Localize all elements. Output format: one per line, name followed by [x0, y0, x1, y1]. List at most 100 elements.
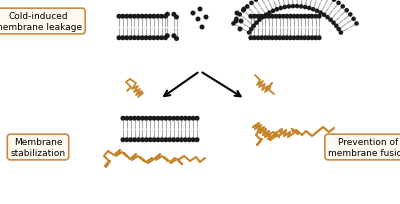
Circle shape — [292, 36, 296, 41]
Circle shape — [259, 15, 264, 20]
Circle shape — [281, 15, 286, 20]
Circle shape — [187, 116, 192, 121]
Circle shape — [163, 15, 168, 20]
Circle shape — [155, 36, 160, 41]
Circle shape — [171, 116, 176, 121]
Circle shape — [310, 15, 314, 20]
Circle shape — [277, 36, 282, 41]
Circle shape — [259, 36, 264, 41]
Circle shape — [163, 137, 168, 143]
Circle shape — [328, 18, 333, 23]
Circle shape — [140, 15, 145, 20]
Circle shape — [299, 5, 304, 10]
Circle shape — [190, 11, 196, 16]
Circle shape — [140, 137, 145, 143]
Circle shape — [299, 36, 304, 41]
Circle shape — [171, 137, 176, 143]
Circle shape — [340, 5, 345, 10]
Circle shape — [254, 0, 258, 3]
Circle shape — [322, 13, 326, 18]
Circle shape — [254, 21, 259, 26]
Circle shape — [124, 15, 129, 20]
Circle shape — [266, 36, 271, 41]
Circle shape — [234, 19, 238, 24]
Circle shape — [167, 116, 172, 121]
Circle shape — [124, 137, 129, 143]
Circle shape — [128, 116, 133, 121]
Circle shape — [274, 15, 278, 20]
Circle shape — [318, 11, 323, 16]
Circle shape — [237, 13, 242, 18]
Circle shape — [171, 34, 176, 39]
Circle shape — [325, 16, 330, 20]
Circle shape — [136, 137, 141, 143]
Circle shape — [156, 116, 160, 121]
Circle shape — [264, 13, 268, 18]
Circle shape — [332, 0, 336, 3]
Circle shape — [124, 36, 129, 41]
Circle shape — [120, 15, 125, 20]
Circle shape — [144, 116, 149, 121]
Circle shape — [348, 13, 353, 18]
Circle shape — [252, 36, 257, 41]
Circle shape — [257, 18, 262, 23]
Circle shape — [160, 137, 164, 143]
Circle shape — [196, 17, 200, 22]
Circle shape — [266, 15, 271, 20]
Circle shape — [317, 36, 322, 41]
Circle shape — [120, 137, 126, 143]
Circle shape — [310, 36, 314, 41]
Circle shape — [165, 13, 170, 18]
Circle shape — [267, 11, 272, 16]
Circle shape — [231, 22, 236, 27]
Circle shape — [159, 36, 164, 41]
Circle shape — [241, 9, 246, 13]
Text: Cold-induced
membrane leakage: Cold-induced membrane leakage — [0, 12, 82, 32]
Circle shape — [306, 15, 311, 20]
Circle shape — [336, 2, 341, 6]
Circle shape — [292, 15, 296, 20]
Circle shape — [116, 15, 122, 20]
Circle shape — [317, 15, 322, 20]
Circle shape — [286, 5, 291, 10]
Circle shape — [245, 5, 250, 10]
Circle shape — [263, 15, 268, 20]
Circle shape — [274, 36, 278, 41]
Circle shape — [148, 116, 153, 121]
Circle shape — [284, 15, 289, 20]
Circle shape — [124, 116, 129, 121]
Circle shape — [152, 116, 157, 121]
Circle shape — [271, 9, 275, 14]
Circle shape — [288, 36, 293, 41]
Circle shape — [311, 8, 316, 12]
Circle shape — [242, 8, 246, 12]
Circle shape — [144, 36, 148, 41]
Circle shape — [183, 137, 188, 143]
Circle shape — [160, 116, 164, 121]
Circle shape — [252, 24, 256, 29]
Circle shape — [282, 6, 287, 10]
Circle shape — [151, 36, 156, 41]
Circle shape — [120, 116, 126, 121]
Circle shape — [148, 36, 152, 41]
Circle shape — [270, 36, 275, 41]
Circle shape — [174, 37, 179, 42]
Circle shape — [148, 137, 153, 143]
Circle shape — [247, 31, 252, 36]
Circle shape — [256, 15, 260, 20]
Circle shape — [306, 36, 311, 41]
Circle shape — [155, 15, 160, 20]
Circle shape — [248, 15, 253, 20]
Circle shape — [277, 15, 282, 20]
Circle shape — [284, 36, 289, 41]
Circle shape — [187, 137, 192, 143]
Circle shape — [171, 13, 176, 18]
Circle shape — [128, 36, 133, 41]
Circle shape — [302, 36, 307, 41]
Circle shape — [354, 22, 359, 27]
Circle shape — [295, 36, 300, 41]
Circle shape — [140, 36, 145, 41]
Circle shape — [198, 8, 202, 12]
Circle shape — [163, 36, 168, 41]
Circle shape — [132, 116, 137, 121]
